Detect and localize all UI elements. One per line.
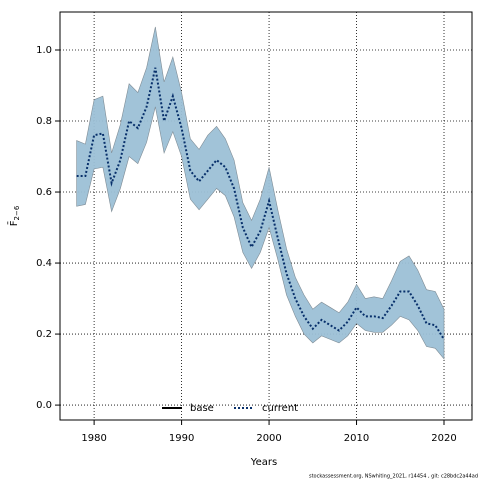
y-axis-label: F̄2−6 xyxy=(7,205,21,226)
plot-frame xyxy=(59,11,473,421)
series-line xyxy=(76,67,445,340)
footer: stockassessment.org, NSwhiting_2021, r14… xyxy=(309,474,478,480)
x-tick-label: 2020 xyxy=(431,433,456,444)
y-tick-label: 1.0 xyxy=(36,45,52,56)
x-tick-label: 1990 xyxy=(169,433,194,444)
confidence-band xyxy=(76,26,445,360)
y-tick-label: 0.0 xyxy=(36,400,52,411)
x-tick-label: 1980 xyxy=(81,433,106,444)
x-tick-label: 2010 xyxy=(344,433,369,444)
x-tick-label: 2000 xyxy=(256,433,281,444)
y-tick-label: 0.8 xyxy=(36,116,52,127)
y-tick-label: 0.4 xyxy=(36,258,52,269)
x-axis-label: Years xyxy=(250,457,277,468)
y-tick-label: 0.6 xyxy=(36,187,52,198)
legend-label: base xyxy=(190,403,214,414)
legend-label: current xyxy=(262,403,298,414)
y-tick-label: 0.2 xyxy=(36,329,52,340)
y-label-main: F̄ xyxy=(7,220,20,226)
y-label-sub: 2−6 xyxy=(13,205,21,220)
